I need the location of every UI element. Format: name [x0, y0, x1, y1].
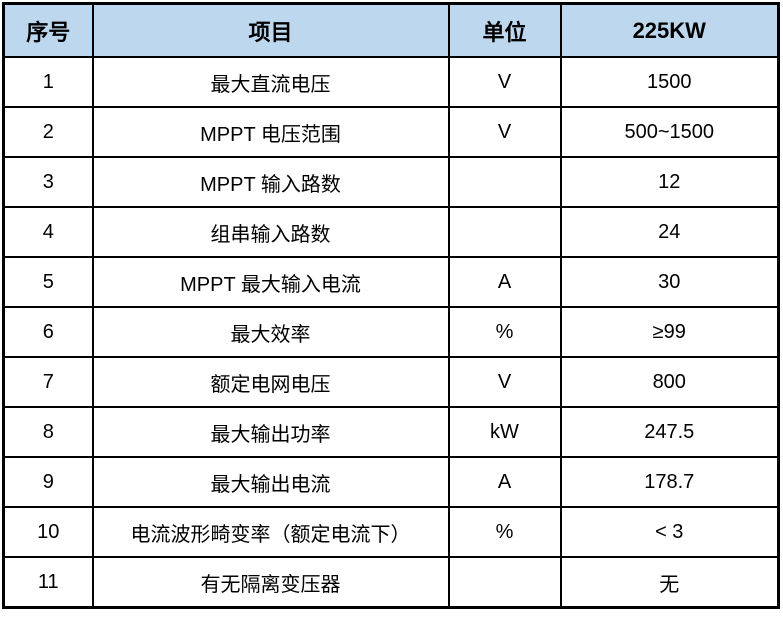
header-col-item: 项目 — [91, 2, 450, 58]
cell-item: 最大输出电流 — [91, 456, 450, 508]
header-col-index: 序号 — [2, 2, 94, 58]
cell-unit: V — [447, 56, 562, 108]
table-row: 6 最大效率 % ≥99 — [2, 306, 780, 358]
cell-value: 178.7 — [559, 456, 780, 508]
cell-value: 1500 — [559, 56, 780, 108]
cell-unit: A — [447, 456, 562, 508]
cell-value: 800 — [559, 356, 780, 408]
header-col-model: 225KW — [559, 2, 780, 58]
table-row: 2 MPPT 电压范围 V 500~1500 — [2, 106, 780, 158]
cell-index: 1 — [2, 56, 94, 108]
table-row: 4 组串输入路数 24 — [2, 206, 780, 258]
cell-unit — [447, 556, 562, 609]
cell-index: 10 — [2, 506, 94, 558]
cell-unit: A — [447, 256, 562, 308]
cell-index: 5 — [2, 256, 94, 308]
cell-unit: % — [447, 306, 562, 358]
cell-item: MPPT 输入路数 — [91, 156, 450, 208]
table-row: 11 有无隔离变压器 无 — [2, 556, 780, 609]
cell-index: 6 — [2, 306, 94, 358]
cell-index: 8 — [2, 406, 94, 458]
cell-value: 500~1500 — [559, 106, 780, 158]
cell-index: 9 — [2, 456, 94, 508]
cell-item: 有无隔离变压器 — [91, 556, 450, 609]
cell-value: ≥99 — [559, 306, 780, 358]
cell-unit: % — [447, 506, 562, 558]
table-row: 8 最大输出功率 kW 247.5 — [2, 406, 780, 458]
spec-table: 序号 项目 单位 225KW 1 最大直流电压 V 1500 2 MPPT 电压… — [2, 2, 780, 609]
cell-unit: V — [447, 106, 562, 158]
cell-unit — [447, 206, 562, 258]
cell-value: 30 — [559, 256, 780, 308]
cell-index: 7 — [2, 356, 94, 408]
cell-value: 24 — [559, 206, 780, 258]
cell-item: MPPT 电压范围 — [91, 106, 450, 158]
cell-item: 最大效率 — [91, 306, 450, 358]
cell-item: 最大输出功率 — [91, 406, 450, 458]
header-col-unit: 单位 — [447, 2, 562, 58]
table-row: 3 MPPT 输入路数 12 — [2, 156, 780, 208]
cell-value: 247.5 — [559, 406, 780, 458]
cell-unit — [447, 156, 562, 208]
cell-unit: V — [447, 356, 562, 408]
table-row: 10 电流波形畸变率（额定电流下） % < 3 — [2, 506, 780, 558]
header-row: 序号 项目 单位 225KW — [2, 2, 780, 58]
table-row: 7 额定电网电压 V 800 — [2, 356, 780, 408]
cell-value: 无 — [559, 556, 780, 609]
table-row: 1 最大直流电压 V 1500 — [2, 56, 780, 108]
cell-index: 3 — [2, 156, 94, 208]
cell-item: 最大直流电压 — [91, 56, 450, 108]
table-body: 1 最大直流电压 V 1500 2 MPPT 电压范围 V 500~1500 3… — [2, 56, 780, 609]
cell-index: 4 — [2, 206, 94, 258]
cell-index: 2 — [2, 106, 94, 158]
cell-item: 电流波形畸变率（额定电流下） — [91, 506, 450, 558]
cell-item: 组串输入路数 — [91, 206, 450, 258]
cell-value: 12 — [559, 156, 780, 208]
cell-item: 额定电网电压 — [91, 356, 450, 408]
cell-index: 11 — [2, 556, 94, 609]
table-row: 9 最大输出电流 A 178.7 — [2, 456, 780, 508]
cell-item: MPPT 最大输入电流 — [91, 256, 450, 308]
cell-unit: kW — [447, 406, 562, 458]
cell-value: < 3 — [559, 506, 780, 558]
table-row: 5 MPPT 最大输入电流 A 30 — [2, 256, 780, 308]
